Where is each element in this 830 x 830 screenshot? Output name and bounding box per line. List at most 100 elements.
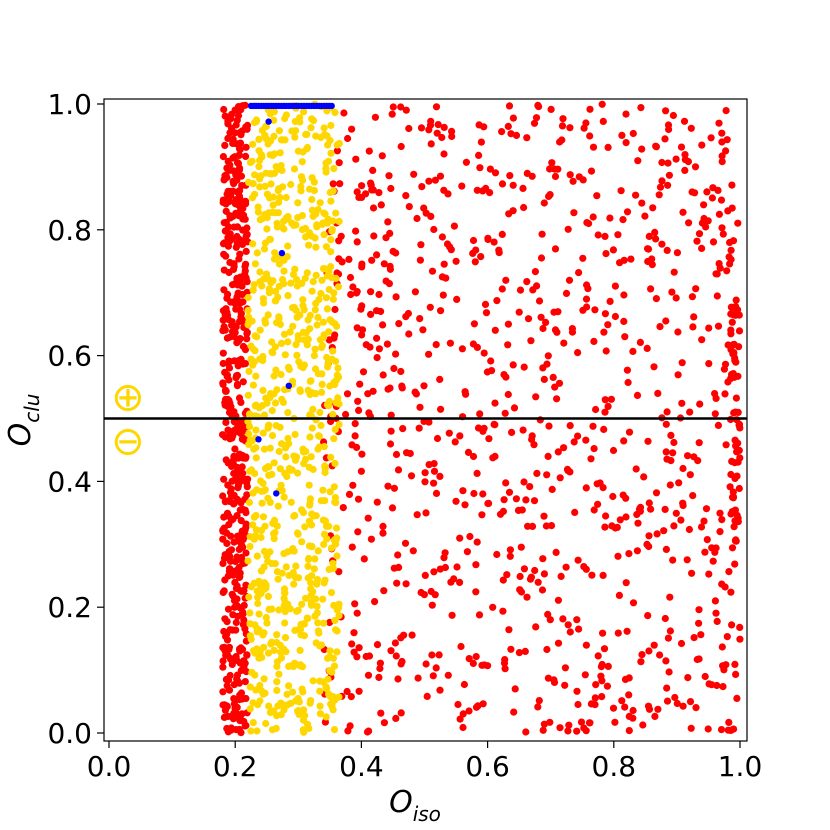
x-tick-label: 0.6	[465, 750, 510, 783]
scatter-point	[723, 633, 731, 641]
scatter-point	[451, 438, 459, 446]
scatter-point	[667, 431, 675, 439]
scatter-point	[414, 674, 422, 682]
scatter-point	[297, 183, 305, 191]
scatter-point	[232, 121, 240, 129]
scatter-point	[239, 434, 247, 442]
scatter-point	[594, 500, 602, 508]
scatter-point	[245, 178, 253, 186]
scatter-point	[417, 241, 425, 249]
scatter-point	[732, 442, 740, 450]
scatter-point	[592, 681, 600, 689]
scatter-point	[242, 549, 250, 557]
scatter-point	[717, 196, 726, 204]
scatter-point	[501, 656, 509, 664]
scatter-point	[296, 625, 305, 634]
scatter-point	[577, 718, 586, 726]
scatter-point	[294, 606, 302, 614]
scatter-point	[732, 394, 741, 402]
scatter-point	[479, 700, 487, 708]
scatter-point	[249, 361, 257, 369]
scatter-point	[264, 592, 272, 601]
scatter-point	[264, 209, 273, 217]
scatter-point	[482, 309, 491, 317]
scatter-point	[271, 343, 279, 351]
scatter-point	[558, 136, 566, 144]
scatter-point	[289, 688, 297, 696]
scatter-point	[251, 347, 259, 355]
scatter-point	[456, 715, 464, 723]
scatter-point	[245, 430, 253, 438]
scatter-point	[611, 718, 619, 726]
scatter-point	[290, 512, 298, 520]
scatter-point	[608, 522, 616, 530]
scatter-point	[598, 693, 606, 701]
x-tick-label: 0.2	[213, 750, 258, 783]
scatter-point	[242, 247, 250, 255]
scatter-point	[259, 356, 267, 365]
scatter-point	[526, 483, 534, 491]
scatter-point	[251, 171, 259, 179]
scatter-point	[509, 207, 517, 215]
scatter-point	[436, 686, 444, 694]
scatter-point	[389, 247, 397, 255]
scatter-point	[573, 727, 581, 735]
scatter-point	[566, 171, 574, 179]
scatter-point	[375, 345, 383, 353]
scatter-point	[244, 557, 252, 565]
scatter-point	[308, 206, 316, 214]
scatter-point	[394, 675, 402, 683]
scatter-point	[727, 588, 735, 596]
scatter-point	[235, 212, 243, 220]
scatter-point	[259, 429, 267, 437]
scatter-point	[235, 255, 243, 263]
scatter-point	[685, 525, 694, 534]
scatter-point	[456, 534, 464, 542]
scatter-point	[712, 544, 720, 552]
scatter-point	[246, 467, 254, 475]
scatter-point	[230, 681, 238, 689]
scatter-point	[462, 390, 470, 398]
scatter-point	[573, 687, 581, 695]
scatter-point	[688, 569, 696, 577]
scatter-point	[370, 232, 378, 240]
scatter-point	[607, 395, 616, 403]
scatter-point	[333, 648, 341, 656]
scatter-point	[276, 149, 284, 157]
scatter-point	[331, 494, 339, 502]
scatter-point	[351, 600, 359, 608]
scatter-point	[265, 289, 273, 297]
scatter-point	[652, 295, 661, 303]
scatter-point	[270, 255, 279, 263]
scatter-point	[633, 391, 642, 399]
scatter-point	[709, 557, 717, 565]
scatter-point	[314, 445, 322, 453]
scatter-point	[229, 154, 237, 162]
scatter-point	[281, 634, 290, 642]
scatter-point	[261, 319, 270, 327]
scatter-point	[325, 565, 333, 574]
scatter-point	[332, 209, 340, 217]
scatter-point	[309, 212, 317, 220]
scatter-point	[527, 337, 535, 345]
scatter-point	[573, 616, 581, 624]
y-tick-label: 0.4	[47, 465, 92, 498]
scatter-point	[718, 516, 726, 524]
scatter-point	[671, 693, 679, 702]
scatter-point	[253, 727, 261, 735]
scatter-point	[543, 360, 551, 368]
scatter-point	[232, 170, 240, 178]
scatter-point	[647, 285, 655, 293]
scatter-point	[405, 330, 413, 338]
scatter-point	[297, 631, 305, 639]
scatter-point	[554, 308, 562, 316]
scatter-point	[353, 238, 361, 246]
scatter-point	[491, 452, 499, 460]
scatter-point	[585, 719, 594, 727]
scatter-point	[433, 129, 441, 137]
scatter-point	[220, 323, 228, 331]
scatter-point	[402, 106, 410, 114]
scatter-point	[550, 678, 559, 687]
scatter-point	[440, 260, 448, 268]
scatter-point	[308, 424, 316, 432]
